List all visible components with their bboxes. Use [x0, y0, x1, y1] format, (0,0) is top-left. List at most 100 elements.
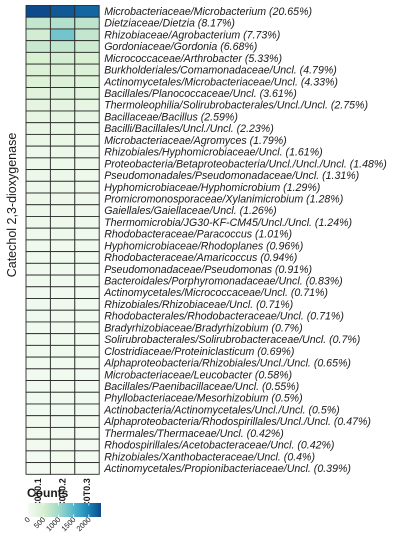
row-label: Microbacteriaceae/Leucobacter (0.58%): [104, 369, 292, 381]
row-label: Thermoleophilia/Solirubrobacterales/Uncl…: [104, 100, 368, 112]
heatmap-cell: [74, 344, 100, 358]
heatmap-cell: [25, 462, 51, 475]
row-label: Thermomicrobia/JG30-KF-CM45/Uncl./Uncl. …: [104, 217, 352, 229]
heatmap-cell: [74, 40, 100, 53]
heatmap-cell: [74, 180, 100, 194]
heatmap-cell: [74, 356, 100, 370]
heatmap-cell: [74, 415, 100, 428]
row-label: Pseudomonadaceae/Pseudomonas (0.91%): [104, 264, 312, 276]
heatmap-cell: [25, 204, 51, 217]
legend-tick-label: 1500: [59, 515, 77, 533]
heatmap-cell: [49, 110, 76, 124]
heatmap-cell: [49, 75, 76, 88]
heatmap-cell: [74, 462, 100, 475]
row-label: Gordoniaceae/Gordonia (6.68%): [104, 41, 257, 53]
heatmap-cell: [74, 239, 100, 253]
heatmap-cell: [49, 227, 76, 241]
heatmap-cell: [74, 28, 100, 42]
heatmap-cell: [74, 157, 100, 171]
row-label: Rhizobiales/Rhizobiaceae/Uncl. (0.71%): [104, 299, 293, 311]
heatmap-cell: [25, 180, 51, 194]
heatmap-cell: [49, 87, 76, 100]
heatmap-cell: [49, 356, 76, 370]
row-label: Gaiellales/Gaiellaceae/Uncl. (1.26%): [104, 205, 277, 217]
heatmap-cell: [49, 192, 76, 206]
heatmap-cell: [49, 344, 76, 358]
legend-color-bar: [28, 503, 101, 517]
heatmap-cell: [49, 403, 76, 417]
heatmap-cell: [74, 122, 100, 135]
heatmap-cell: [25, 133, 51, 147]
row-label: Rhizobiales/Xanthobacteraceae/Uncl. (0.4…: [104, 451, 315, 463]
row-label: Actinomycetales/Propionibacteriaceae/Unc…: [103, 463, 351, 475]
heatmap-cell: [25, 274, 51, 288]
row-label: Burkholderiales/Comamonadaceae/Uncl. (4.…: [104, 65, 337, 77]
row-label: Pseudomonadales/Pseudomonadaceae/Uncl. (…: [104, 170, 359, 182]
heatmap-cell: [49, 309, 76, 323]
heatmap-cell: [25, 110, 51, 124]
heatmap-cell: [25, 40, 51, 53]
heatmap-cell: [74, 380, 100, 393]
heatmap-cell: [25, 63, 51, 77]
row-label: Bradyrhizobiaceae/Bradyrhizobium (0.7%): [104, 322, 302, 334]
heatmap-cell: [25, 321, 51, 335]
row-label: Rhizobiales/Hyphomicrobiaceae/Uncl. (1.6…: [104, 147, 322, 159]
heatmap-cell: [74, 321, 100, 335]
row-label: Hyphomicrobiaceae/Rhodoplanes (0.96%): [104, 240, 303, 252]
heatmap-cell: [25, 298, 51, 311]
heatmap-cell: [25, 87, 51, 100]
heatmap-cell: [49, 438, 76, 452]
heatmap-cell: [25, 262, 51, 276]
heatmap-cell: [74, 368, 100, 381]
heatmap-cell: [25, 356, 51, 370]
heatmap-cell: [25, 227, 51, 241]
heatmap-cell: [25, 380, 51, 393]
row-label: Micrococcaceae/Arthrobacter (5.33%): [104, 53, 282, 65]
heatmap-cell: [25, 239, 51, 253]
heatmap-cell: [49, 262, 76, 276]
column-label: C0T0.1: [33, 478, 43, 508]
heatmap-cell: [49, 216, 76, 229]
row-label: Proteobacteria/Betaproteobacteria/Uncl./…: [104, 158, 387, 170]
row-label: Actinomycetales/Microbacteriaceae/Uncl. …: [103, 76, 338, 88]
heatmap-cell: [25, 438, 51, 452]
heatmap-cell: [49, 298, 76, 311]
legend-title: Counts: [27, 486, 69, 500]
heatmap-cell: [74, 75, 100, 88]
heatmap-cell: [25, 51, 51, 65]
heatmap-cell: [74, 16, 100, 30]
row-label: Clostridiaceae/Proteiniclasticum (0.69%): [104, 346, 294, 358]
heatmap-cell: [74, 192, 100, 206]
heatmap-cell: [25, 122, 51, 135]
row-labels: Microbacteriaceae/Microbacterium (20.65%…: [103, 6, 387, 475]
heatmap-cell: [49, 122, 76, 135]
heatmap-cell: [49, 51, 76, 65]
heatmap-cell: [74, 286, 100, 299]
heatmap-cell: [74, 438, 100, 452]
row-label: Rhodobacterales/Rhodobacteraceae/Uncl. (…: [104, 311, 344, 323]
heatmap-cell: [49, 450, 76, 464]
heatmap-cell: [49, 462, 76, 475]
row-label: Bacilli/Bacillales/Uncl./Uncl. (2.23%): [104, 123, 274, 135]
heatmap-cell: [74, 426, 100, 440]
heatmap-cell: [74, 110, 100, 124]
heatmap-cell: [74, 216, 100, 229]
legend-tick-label: 2000: [75, 515, 93, 533]
heatmap-cell: [25, 426, 51, 440]
heatmap-cell: [74, 204, 100, 217]
heatmap-cell: [25, 28, 51, 42]
heatmap-cell: [25, 98, 51, 112]
row-label: Bacillales/Paenibacillaceae/Uncl. (0.55%…: [104, 381, 299, 393]
heatmap-cell: [74, 98, 100, 112]
heatmap-cell: [74, 274, 100, 288]
row-label: Alphaproteobacteria/Rhodospirillales/Unc…: [103, 416, 371, 428]
heatmap-cell: [49, 380, 76, 393]
heatmap-cell: [49, 333, 76, 346]
heatmap-cell: [25, 391, 51, 405]
row-label: Rhodobacteraceae/Amaricoccus (0.94%): [104, 252, 297, 264]
heatmap-cell: [49, 63, 76, 77]
heatmap-cell: [25, 16, 51, 30]
heatmap-cell: [25, 309, 51, 323]
row-label: Rhodospirillales/Acetobacteraceae/Uncl. …: [104, 440, 334, 452]
heatmap-cell: [74, 309, 100, 323]
